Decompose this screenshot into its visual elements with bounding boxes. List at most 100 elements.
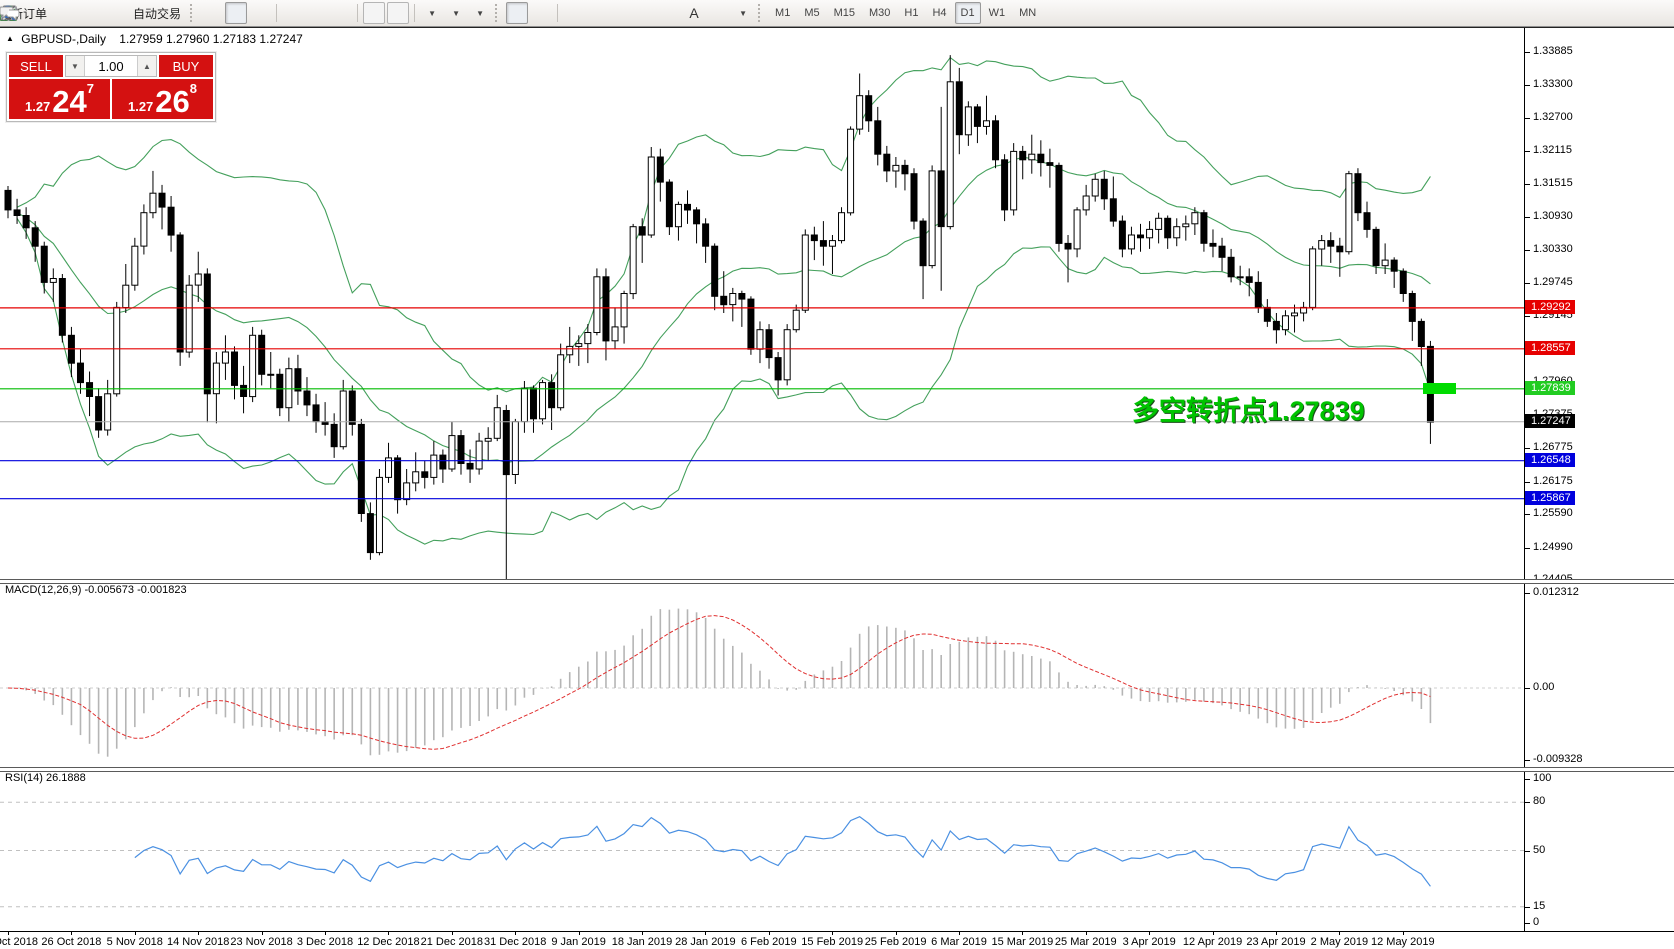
tf-m30-button[interactable]: M30 bbox=[869, 7, 891, 19]
date-label: 12 Dec 2018 bbox=[357, 936, 420, 948]
time-tick bbox=[515, 932, 517, 935]
highlight-box[interactable] bbox=[1423, 383, 1456, 394]
main-chart-canvas[interactable] bbox=[0, 31, 1524, 579]
ohlc-values: 1.27959 1.27960 1.27183 1.27247 bbox=[119, 32, 303, 46]
text-icon: A bbox=[689, 5, 699, 21]
price-tick-label: 1.31515 bbox=[1525, 177, 1573, 189]
zoom-in-button[interactable] bbox=[1, 2, 304, 24]
cursor-button[interactable] bbox=[3, 2, 529, 24]
time-tick bbox=[8, 932, 9, 935]
trendline-button[interactable] bbox=[1, 2, 633, 24]
chart-shift-button[interactable] bbox=[1, 2, 410, 24]
volume-up-button[interactable]: ▲ bbox=[137, 56, 156, 76]
macd-label: MACD(12,26,9) -0.005673 -0.001823 bbox=[5, 584, 187, 596]
indicators-button[interactable]: ▼ bbox=[0, 2, 442, 24]
time-tick bbox=[1212, 932, 1214, 935]
toolbar: 新订单 自动交易 bbox=[0, 0, 1674, 27]
sell-price-button[interactable]: 1.27 24 7 bbox=[9, 79, 110, 119]
price-axis[interactable]: 1.33885 1.33300 1.32700 1.32115 1.31515 1.309… bbox=[1524, 28, 1674, 949]
date-label: 2 May 2019 bbox=[1310, 936, 1369, 948]
tf-m1-button[interactable]: M1 bbox=[775, 7, 791, 19]
templates-button[interactable]: ▼ bbox=[0, 2, 490, 24]
tf-w1-button[interactable]: W1 bbox=[988, 7, 1006, 19]
toolbar-grip bbox=[758, 4, 764, 22]
price-tick-label: 80 bbox=[1525, 795, 1545, 807]
price-line-label: 1.26548 bbox=[1525, 452, 1575, 467]
sell-price-small: 1.27 bbox=[24, 99, 51, 114]
channel-button[interactable]: E bbox=[0, 2, 657, 24]
price-tick-label: 1.33885 bbox=[1525, 45, 1573, 57]
buy-price-button[interactable]: 1.27 26 8 bbox=[112, 79, 213, 119]
metaeditor-button[interactable] bbox=[0, 2, 75, 24]
time-tick bbox=[325, 932, 326, 935]
signals-button[interactable] bbox=[1, 2, 123, 24]
price-tick-label: 15 bbox=[1525, 900, 1545, 912]
crosshair-button[interactable] bbox=[1, 2, 552, 24]
periods-button[interactable]: ▼ bbox=[0, 2, 466, 24]
candlestick-chart-button[interactable] bbox=[1, 2, 248, 24]
line-chart-button[interactable] bbox=[1, 2, 271, 24]
date-label: 3 Dec 2018 bbox=[296, 936, 354, 948]
price-line-label: 1.29292 bbox=[1525, 299, 1575, 314]
price-line-label: 1.25867 bbox=[1525, 490, 1575, 505]
arrows-caret: ▼ bbox=[739, 8, 747, 18]
price-tick-label: 1.30330 bbox=[1525, 243, 1573, 255]
time-tick bbox=[1022, 932, 1024, 935]
tf-mn-button[interactable]: MN bbox=[1019, 7, 1037, 19]
volume-input[interactable]: 1.00 bbox=[85, 56, 137, 76]
tf-m5-button[interactable]: M5 bbox=[804, 7, 820, 19]
date-label: 17 Oct 2018 bbox=[0, 936, 38, 948]
price-tick-label: -0.009328 bbox=[1525, 753, 1583, 765]
auto-scroll-button[interactable] bbox=[1, 2, 386, 24]
panel-separator[interactable] bbox=[0, 579, 1674, 584]
date-label: 28 Jan 2019 bbox=[675, 936, 736, 948]
tf-m15-button[interactable]: M15 bbox=[833, 7, 855, 19]
tf-h1-button[interactable]: H1 bbox=[904, 7, 919, 19]
search-button[interactable] bbox=[1, 2, 1641, 24]
time-tick bbox=[134, 932, 136, 935]
text-label-button[interactable]: T bbox=[0, 2, 729, 24]
time-tick bbox=[1085, 932, 1087, 935]
rsi-canvas[interactable] bbox=[0, 770, 1524, 931]
time-tick bbox=[1402, 932, 1404, 935]
date-label: 23 Apr 2019 bbox=[1246, 936, 1306, 948]
horizontal-line-button[interactable] bbox=[1, 2, 609, 24]
autotrading-button[interactable]: 自动交易 bbox=[0, 2, 185, 24]
time-tick bbox=[705, 932, 707, 935]
price-line-label: 1.27247 bbox=[1525, 413, 1575, 428]
price-tick-label: 1.30930 bbox=[1525, 210, 1573, 222]
price-line-label: 1.27839 bbox=[1525, 380, 1575, 395]
tf-h4-button[interactable]: H4 bbox=[932, 7, 947, 19]
indicators-caret: ▼ bbox=[428, 8, 436, 18]
arrows-button[interactable]: ▼ bbox=[1, 2, 753, 24]
price-tick-label: 1.25590 bbox=[1525, 507, 1573, 519]
chat-icon bbox=[0, 6, 20, 21]
tf-d1-button[interactable]: D1 bbox=[954, 2, 981, 24]
date-label: 6 Feb 2019 bbox=[740, 936, 797, 948]
chart-window: ▲ GBPUSD-,Daily 1.27959 1.27960 1.27183 … bbox=[0, 27, 1674, 949]
market-button[interactable] bbox=[1, 2, 99, 24]
tile-windows-button[interactable] bbox=[0, 2, 352, 24]
toolbar-grip bbox=[190, 4, 196, 22]
panel-separator[interactable] bbox=[0, 767, 1674, 772]
text-button[interactable]: A bbox=[683, 2, 705, 24]
buy-button[interactable]: BUY bbox=[159, 55, 213, 77]
chat-button[interactable] bbox=[0, 2, 1665, 24]
price-tick-label: 1.24990 bbox=[1525, 541, 1573, 553]
volume-down-button[interactable]: ▼ bbox=[66, 56, 85, 76]
time-tick bbox=[959, 932, 960, 935]
vertical-line-button[interactable] bbox=[5, 2, 585, 24]
zoom-out-button[interactable] bbox=[1, 2, 328, 24]
time-tick bbox=[642, 932, 643, 935]
collapse-triangle-icon[interactable]: ▲ bbox=[6, 34, 14, 43]
macd-canvas[interactable] bbox=[0, 582, 1524, 767]
sell-button[interactable]: SELL bbox=[9, 55, 63, 77]
quote-header: ▲ GBPUSD-,Daily 1.27959 1.27960 1.27183 … bbox=[6, 32, 303, 46]
time-tick bbox=[1149, 932, 1151, 935]
bar-chart-button[interactable] bbox=[1, 2, 223, 24]
price-tick-label: 1.33300 bbox=[1525, 78, 1573, 90]
fibonacci-button[interactable]: F bbox=[1, 2, 681, 24]
time-tick bbox=[1339, 932, 1341, 935]
